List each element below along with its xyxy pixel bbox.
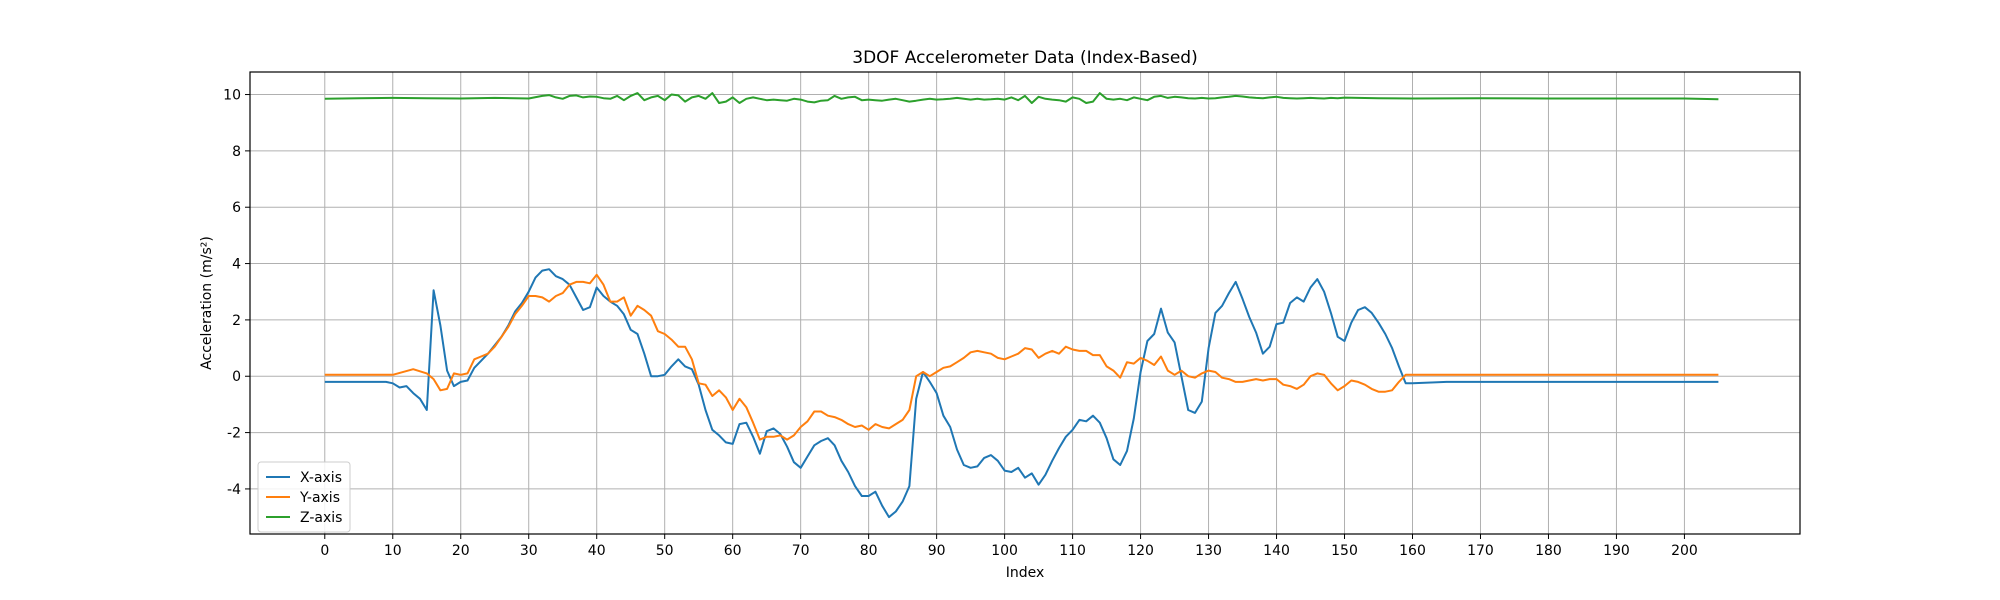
x-tick-label: 170	[1467, 543, 1494, 559]
y-tick-label: 8	[232, 144, 241, 160]
plot-frame	[249, 71, 1801, 535]
x-tick-label: 20	[452, 543, 470, 559]
y-tick-label: -2	[227, 426, 241, 442]
x-tick-label: 130	[1195, 543, 1222, 559]
x-tick-label: 80	[860, 543, 878, 559]
legend-box	[257, 461, 351, 533]
x-tick-label: 150	[1331, 543, 1358, 559]
y-tick-label: 4	[232, 257, 241, 273]
y-tick-label: 10	[223, 88, 241, 104]
legend-entry: Z-axis	[300, 510, 342, 526]
y-axis-label: Acceleration (m/s²)	[199, 236, 215, 370]
x-tick-label: 10	[384, 543, 402, 559]
series-line-x-axis	[324, 268, 1719, 519]
series-line-y-axis	[324, 273, 1719, 441]
x-tick-label: 120	[1127, 543, 1154, 559]
series-line-z-axis	[324, 92, 1719, 104]
x-tick-label: 110	[1059, 543, 1086, 559]
x-tick-label: 100	[991, 543, 1018, 559]
x-tick-label: 40	[588, 543, 606, 559]
x-tick-label: 30	[520, 543, 538, 559]
legend-entry: X-axis	[300, 470, 342, 486]
x-tick-label: 0	[320, 543, 329, 559]
x-tick-label: 180	[1535, 543, 1562, 559]
x-tick-label: 90	[928, 543, 946, 559]
x-tick-label: 190	[1603, 543, 1630, 559]
x-tick-label: 70	[792, 543, 810, 559]
x-tick-label: 140	[1263, 543, 1290, 559]
series-group	[324, 92, 1719, 519]
x-tick-label: 50	[656, 543, 674, 559]
y-tick-label: -4	[227, 482, 241, 498]
y-tick-label: 2	[232, 313, 241, 329]
y-tick-label: 0	[232, 369, 241, 385]
legend: X-axis Y-axis Z-axis	[257, 461, 351, 533]
x-axis-label: Index	[1006, 565, 1045, 581]
x-tick-label: 60	[724, 543, 742, 559]
y-tick-label: 6	[232, 200, 241, 216]
x-tick-label: 160	[1399, 543, 1426, 559]
chart-title: 3DOF Accelerometer Data (Index-Based)	[852, 48, 1197, 68]
axis-ticks: 0 10 20 30 40 50 60 70 80 90 100 110 120 130 140 150 160…	[223, 88, 1698, 559]
x-tick-label: 200	[1671, 543, 1698, 559]
grid-lines	[250, 72, 1800, 534]
legend-entry: Y-axis	[299, 490, 340, 506]
